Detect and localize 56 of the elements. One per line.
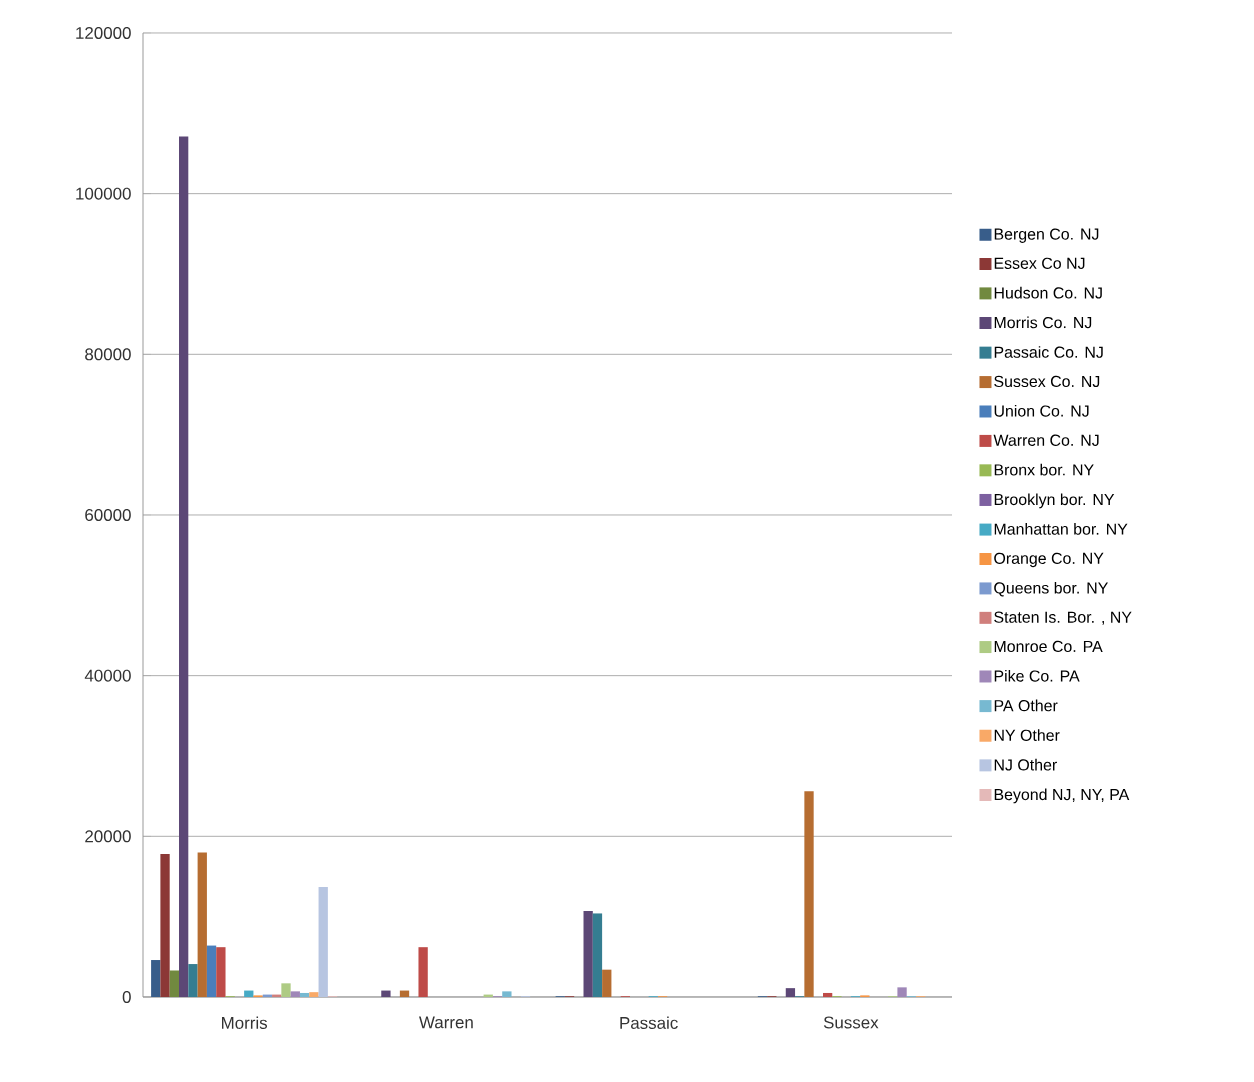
bar	[583, 911, 593, 997]
legend-label: Staten Is. Bor. , NY	[994, 611, 1132, 625]
bar	[785, 988, 796, 997]
legend-label: Hudson Co. NJ	[994, 286, 1102, 299]
bar	[418, 947, 428, 997]
y-tick-label: 60000	[85, 508, 131, 521]
bar	[151, 960, 161, 997]
bar	[897, 987, 907, 997]
bar	[381, 990, 391, 997]
bar	[160, 853, 170, 997]
bar	[399, 990, 410, 997]
legend-label: Brooklyn bor. NY	[994, 493, 1115, 509]
bar	[299, 992, 310, 997]
legend-label: Morris Co. NJ	[994, 316, 1092, 329]
bar	[244, 990, 254, 997]
legend-label: Queens bor. NY	[994, 581, 1108, 597]
y-tick-label: 20000	[85, 830, 131, 843]
legend-label: NY Other	[994, 729, 1060, 741]
bar	[197, 852, 207, 997]
legend-label: Essex Co NJ	[994, 257, 1085, 269]
legend-label: Union Co. NJ	[994, 404, 1089, 417]
bar	[502, 991, 512, 997]
bar	[318, 886, 328, 997]
bar	[822, 992, 833, 997]
legend-label: Monroe Co. PA	[994, 640, 1103, 653]
legend-label: Manhattan bor. NY	[994, 523, 1128, 535]
legend-label: Pike Co. PA	[994, 669, 1080, 682]
legend-label: Passaic Co. NJ	[994, 346, 1103, 358]
bar	[206, 945, 217, 997]
legend-label: Orange Co. NY	[994, 552, 1104, 568]
bar	[290, 991, 300, 997]
y-tick-label: 80000	[85, 348, 131, 361]
bar	[309, 992, 319, 997]
y-tick-label: 120000	[76, 26, 131, 39]
x-tick-label: Morris	[222, 1016, 268, 1029]
legend-label: Warren Co. NJ	[993, 434, 1099, 446]
legend-label: PA Other	[994, 699, 1058, 712]
x-tick-label: Sussex	[823, 1016, 879, 1029]
bar	[592, 913, 603, 997]
legend-label: Bergen Co. NJ	[994, 228, 1099, 243]
x-tick-label: Warren	[419, 1016, 473, 1029]
bar	[602, 969, 612, 997]
bar	[169, 970, 179, 997]
legend-label: NJ Other	[994, 758, 1057, 771]
bar	[179, 136, 189, 997]
x-tick-label: Passaic	[620, 1016, 678, 1029]
legend-label: Sussex Co. NJ	[994, 375, 1100, 388]
bar	[216, 947, 226, 997]
bar	[804, 791, 814, 997]
legend-label: Beyond NJ, NY, PA	[994, 788, 1130, 804]
y-tick-label: 100000	[76, 187, 131, 200]
bar	[281, 983, 291, 997]
y-tick-label: 0	[122, 990, 131, 1003]
legend-label: Bronx bor. NY	[994, 463, 1094, 476]
y-tick-label: 40000	[84, 669, 131, 682]
bar	[188, 964, 198, 997]
